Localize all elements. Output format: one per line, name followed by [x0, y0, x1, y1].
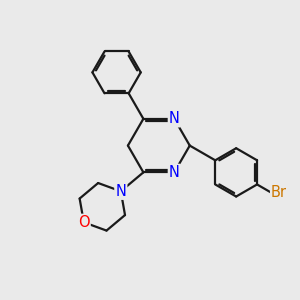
Text: N: N: [116, 184, 126, 199]
Text: Br: Br: [271, 185, 287, 200]
Text: O: O: [78, 215, 90, 230]
Text: N: N: [169, 111, 180, 126]
Text: N: N: [169, 165, 180, 180]
